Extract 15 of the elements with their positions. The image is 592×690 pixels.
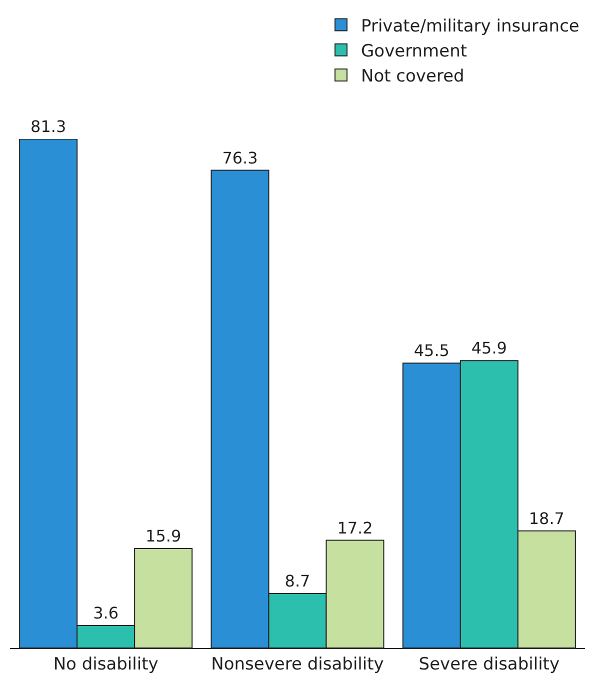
- data-label: 81.3: [30, 117, 66, 136]
- x-tick-label: No disability: [53, 654, 158, 674]
- legend-label: Private/military insurance: [361, 16, 580, 36]
- data-label: 15.9: [146, 526, 182, 546]
- data-label: 17.2: [337, 518, 373, 538]
- x-tick-label: Severe disability: [418, 654, 560, 674]
- data-label: 76.3: [222, 148, 258, 168]
- data-label: 3.6: [93, 603, 119, 622]
- data-label: 45.9: [471, 338, 507, 358]
- legend-label: Government: [361, 41, 468, 62]
- legend-label: Not covered: [361, 66, 464, 87]
- data-label: 45.5: [414, 341, 450, 360]
- data-label: 8.7: [284, 572, 310, 591]
- data-label: 18.7: [528, 508, 564, 528]
- x-tick-label: Nonsevere disability: [211, 654, 384, 674]
